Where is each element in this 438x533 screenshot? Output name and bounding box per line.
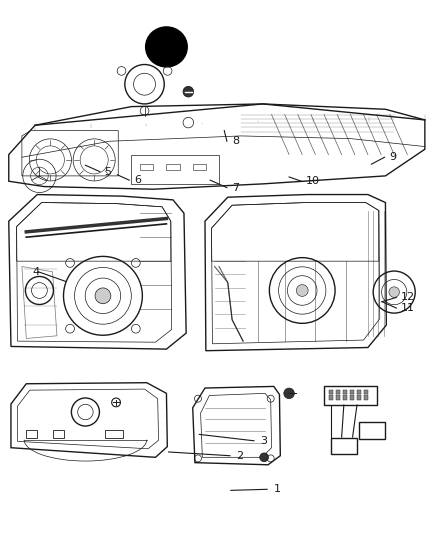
- Ellipse shape: [145, 27, 187, 67]
- Text: 6: 6: [134, 175, 141, 185]
- Text: 8: 8: [232, 136, 239, 146]
- Bar: [105, 430, 123, 438]
- Circle shape: [95, 288, 111, 304]
- Text: 5: 5: [104, 167, 111, 176]
- Text: 4: 4: [33, 267, 40, 277]
- Bar: [53, 430, 64, 438]
- Bar: [331, 438, 357, 454]
- Bar: [336, 395, 340, 400]
- Text: 7: 7: [232, 183, 239, 192]
- Text: 3: 3: [261, 436, 268, 446]
- Bar: [357, 390, 361, 394]
- Bar: [343, 390, 347, 394]
- Bar: [328, 390, 333, 394]
- Bar: [364, 390, 368, 394]
- Bar: [166, 164, 180, 170]
- Bar: [350, 395, 354, 400]
- Circle shape: [284, 388, 294, 399]
- Bar: [343, 395, 347, 400]
- Circle shape: [260, 453, 268, 462]
- Circle shape: [296, 285, 308, 296]
- Bar: [26, 430, 37, 438]
- Text: 9: 9: [389, 152, 396, 162]
- Bar: [350, 390, 354, 394]
- Bar: [336, 390, 340, 394]
- Text: 11: 11: [401, 303, 415, 313]
- Bar: [328, 395, 333, 400]
- Circle shape: [389, 287, 399, 297]
- Text: 12: 12: [401, 293, 415, 302]
- Text: 2: 2: [237, 451, 244, 461]
- Bar: [357, 395, 361, 400]
- Bar: [131, 155, 219, 184]
- Bar: [140, 164, 153, 170]
- Text: 10: 10: [306, 176, 320, 186]
- Bar: [364, 395, 368, 400]
- Bar: [193, 164, 206, 170]
- Bar: [359, 422, 385, 439]
- Circle shape: [183, 86, 194, 97]
- Text: 1: 1: [274, 484, 281, 494]
- Bar: [324, 386, 377, 405]
